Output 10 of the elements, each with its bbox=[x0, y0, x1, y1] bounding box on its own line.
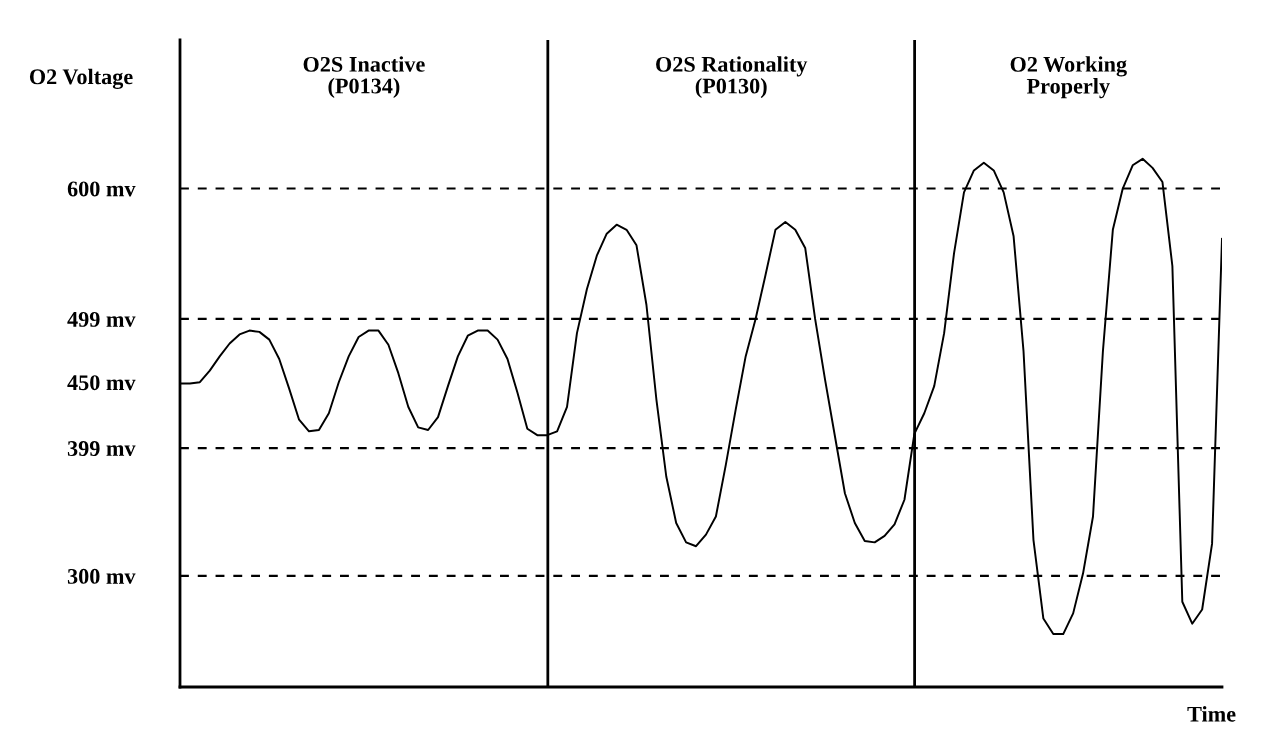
annotation: O2S Rationality (P0130) bbox=[656, 56, 808, 99]
y-tick-label: 499 mv bbox=[67, 311, 136, 327]
y-tick-label: 399 mv bbox=[67, 441, 136, 457]
y-tick-label: 450 mv bbox=[67, 375, 136, 391]
annotation: O2S Inactive (P0134) bbox=[303, 56, 425, 99]
annotation: O2 Working Properly bbox=[1010, 56, 1127, 99]
y-tick-label: 600 mv bbox=[67, 181, 136, 197]
y-axis-title: O2 Voltage bbox=[29, 68, 133, 89]
y-tick-label: 300 mv bbox=[67, 568, 136, 584]
x-axis-title: Time bbox=[1187, 706, 1236, 722]
